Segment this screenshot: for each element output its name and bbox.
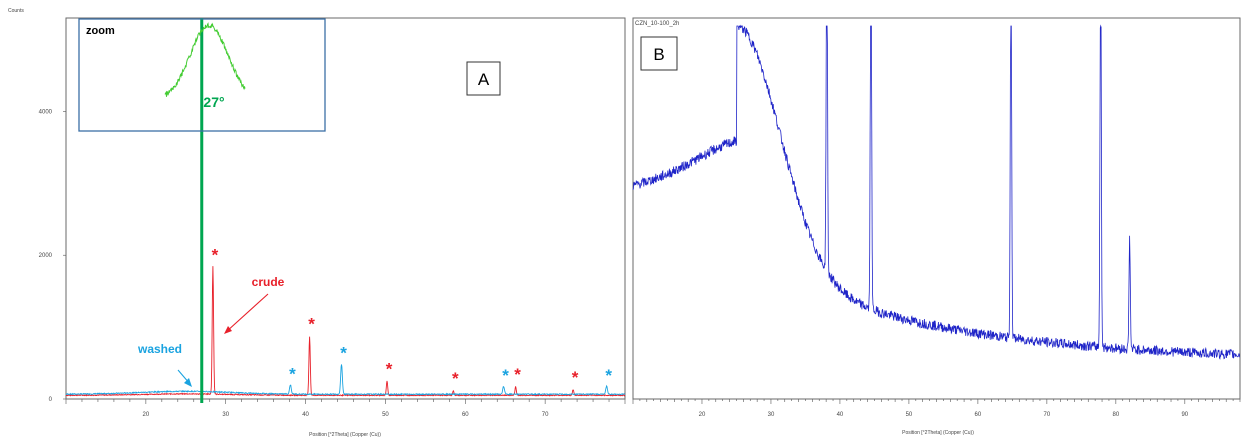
- x-tick-label-a: 40: [302, 412, 309, 418]
- panel-a-label-box: [466, 61, 501, 96]
- peak-star-crude: *: [212, 246, 219, 265]
- crude-label: crude: [252, 275, 285, 289]
- peak-star-washed: *: [605, 366, 612, 385]
- x-tick-label-a: 50: [382, 412, 389, 418]
- x-tick-label-a: 70: [542, 412, 549, 418]
- panel-b-label-box: [640, 36, 678, 71]
- x-tick-label-a: 30: [222, 412, 229, 418]
- plot-frame-a: [65, 17, 626, 400]
- x-tick-label-a: 60: [462, 412, 469, 418]
- zoom-label: zoom: [86, 25, 115, 37]
- x-tick-label-b: 90: [1181, 412, 1188, 418]
- peak-star-crude: *: [308, 315, 315, 334]
- crude-arrow: [225, 293, 269, 333]
- panel-a-label: A: [478, 70, 490, 89]
- crude-trace: [65, 266, 626, 397]
- peak-star-washed: *: [502, 366, 509, 385]
- peak-star-crude: *: [514, 365, 521, 384]
- plot-frame-b: [632, 17, 1241, 400]
- x-axis-title-b: Position [°2Theta] (Copper (Cu)): [902, 430, 974, 436]
- x-tick-label-b: 40: [837, 412, 844, 418]
- peak-star-crude: *: [386, 359, 393, 378]
- crude-arrow-head: [224, 326, 232, 334]
- x-tick-label-b: 50: [906, 412, 913, 418]
- panel-b-corner-title: CZN_10-100_2h: [635, 21, 679, 27]
- zoom-trace: [164, 22, 246, 97]
- y-tick-label-a: 0: [49, 397, 53, 403]
- panel-a: Counts 0 2000 4000 20 30 40 50 60 70 Position […: [8, 8, 626, 438]
- y-axis-title: Counts: [8, 8, 24, 14]
- washed-trace: [65, 364, 626, 396]
- x-tick-label-b: 20: [699, 412, 706, 418]
- zoom-box: [78, 18, 326, 132]
- x-tick-label-a: 20: [143, 412, 150, 418]
- panel-b-trace: [632, 24, 1241, 360]
- peak-star-crude: *: [452, 369, 459, 388]
- x-ticks-a: 20 30 40 50 60 70: [65, 399, 626, 418]
- y-tick-label-a: 2000: [39, 253, 53, 259]
- panel-b-label: B: [653, 45, 664, 64]
- washed-arrow-head: [184, 378, 192, 387]
- peak-star-washed: *: [289, 364, 296, 383]
- panel-b: CZN_10-100_2h 20 30 40 50 60 70 80 90 Position …: [632, 17, 1241, 436]
- y-tick-label-a: 4000: [39, 109, 53, 115]
- x-tick-label-b: 60: [975, 412, 982, 418]
- washed-label: washed: [137, 342, 182, 356]
- x-axis-title-a: Position [°2Theta] (Copper (Cu)): [309, 432, 381, 438]
- peak-star-crude: *: [572, 368, 579, 387]
- x-tick-label-b: 30: [768, 412, 775, 418]
- marker-label-27: 27°: [203, 94, 224, 110]
- y-ticks-a: 0 2000 4000: [39, 109, 66, 403]
- x-ticks-b: 20 30 40 50 60 70 80 90: [632, 399, 1241, 418]
- x-tick-label-b: 70: [1044, 412, 1051, 418]
- peak-star-washed: *: [340, 343, 347, 362]
- x-tick-label-b: 80: [1112, 412, 1119, 418]
- peak-stars: * * * * * * * * * *: [212, 246, 613, 388]
